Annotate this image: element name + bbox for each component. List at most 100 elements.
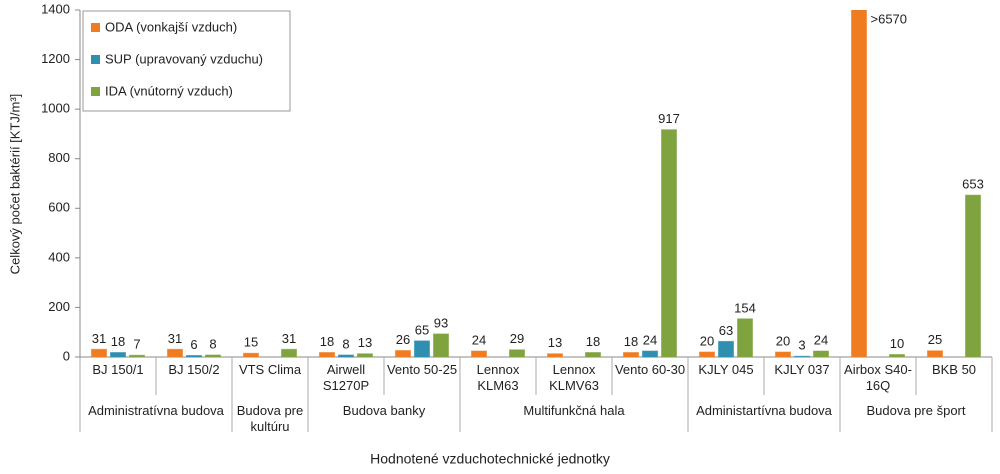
group-label: Administratívna budova xyxy=(88,403,224,418)
bar xyxy=(642,350,658,358)
x-tick-label: Lennox KLMV63 xyxy=(549,362,599,393)
data-label: 18 xyxy=(586,334,600,349)
bar xyxy=(775,351,791,358)
bar xyxy=(471,350,487,358)
bar xyxy=(319,352,335,358)
data-label: 6 xyxy=(190,337,197,352)
x-axis-title: Hodnotené vzduchotechnické jednotky xyxy=(370,451,610,467)
data-label: 917 xyxy=(658,111,680,126)
bar xyxy=(167,348,183,358)
plot-area xyxy=(91,10,981,358)
bar xyxy=(281,348,297,358)
data-label: 154 xyxy=(734,300,756,315)
bar xyxy=(129,354,145,358)
data-label: 18 xyxy=(111,334,125,349)
bar xyxy=(91,348,107,358)
data-label: 24 xyxy=(814,332,828,347)
y-tick-label: 600 xyxy=(48,200,70,215)
data-label: 93 xyxy=(434,315,448,330)
data-label: 15 xyxy=(244,335,258,350)
group-label: Budova banky xyxy=(342,403,426,418)
bar xyxy=(243,352,259,358)
bar xyxy=(186,355,202,358)
legend-label: SUP (upravovaný vzduchu) xyxy=(105,51,263,66)
bar xyxy=(338,354,354,358)
x-tick-label: Airwell S1270P xyxy=(322,362,370,393)
legend-label: IDA (vnútorný vzduch) xyxy=(105,83,233,98)
group-label: Budova pre šport xyxy=(866,403,966,418)
data-label: 8 xyxy=(342,336,349,351)
x-tick-label: KJLY 037 xyxy=(774,362,830,377)
data-label: 7 xyxy=(133,337,140,352)
legend-swatch xyxy=(91,23,100,32)
y-tick-label: 400 xyxy=(48,249,70,264)
bar xyxy=(110,352,126,358)
y-axis-title: Celkový počet baktérií [KTJ/m³] xyxy=(7,94,22,275)
data-label: 24 xyxy=(643,332,657,347)
group-label: Budova pre kultúru xyxy=(236,403,304,434)
y-tick-label: 200 xyxy=(48,299,70,314)
data-label: >6570 xyxy=(871,11,908,26)
data-label: 25 xyxy=(928,332,942,347)
data-label: 29 xyxy=(510,331,524,346)
bar xyxy=(509,349,525,358)
group-label: Administartívna budova xyxy=(696,403,832,418)
legend-swatch xyxy=(91,55,100,64)
data-label: 31 xyxy=(282,331,296,346)
bar xyxy=(927,350,943,358)
data-label: 653 xyxy=(962,177,984,192)
bar xyxy=(414,340,430,358)
data-label: 18 xyxy=(320,334,334,349)
bar xyxy=(433,333,449,358)
x-tick-label: Vento 50-25 xyxy=(386,362,458,377)
y-tick-label: 0 xyxy=(63,348,70,363)
x-tick-label: BKB 50 xyxy=(931,362,977,377)
data-label: 13 xyxy=(548,335,562,350)
legend-swatch xyxy=(91,87,100,96)
bar xyxy=(585,352,601,358)
x-tick-label: BJ 150/1 xyxy=(92,362,144,377)
legend-label: ODA (vonkajší vzduch) xyxy=(105,19,237,34)
bar xyxy=(965,194,981,358)
data-label: 18 xyxy=(624,334,638,349)
data-label: 10 xyxy=(890,336,904,351)
y-tick-label: 800 xyxy=(48,150,70,165)
bar xyxy=(623,352,639,358)
x-tick-label: Airbox S40-16Q xyxy=(844,362,912,393)
y-tick-label: 1000 xyxy=(41,101,70,116)
x-tick-label: BJ 150/2 xyxy=(168,362,220,377)
data-label: 31 xyxy=(92,331,106,346)
data-label: 8 xyxy=(209,336,216,351)
bar xyxy=(699,351,715,358)
group-label: Multifunkčná hala xyxy=(523,403,625,418)
data-label: 24 xyxy=(472,332,486,347)
y-tick-label: 1200 xyxy=(41,51,70,66)
bar xyxy=(395,350,411,358)
bar xyxy=(737,318,753,358)
y-tick-label: 1400 xyxy=(41,1,70,16)
x-tick-label: KJLY 045 xyxy=(698,362,754,377)
bar xyxy=(851,10,867,358)
bar xyxy=(205,354,221,358)
data-label: 20 xyxy=(776,333,790,348)
data-label: 13 xyxy=(358,335,372,350)
x-tick-label: Vento 60-30 xyxy=(614,362,686,377)
bar xyxy=(547,353,563,358)
data-label: 65 xyxy=(415,322,429,337)
bar xyxy=(889,354,905,358)
data-label: 20 xyxy=(700,333,714,348)
legend-box xyxy=(82,10,291,112)
data-label: 26 xyxy=(396,332,410,347)
bar xyxy=(661,129,677,358)
bar xyxy=(718,340,734,358)
data-label: 63 xyxy=(719,323,733,338)
data-label: 3 xyxy=(798,338,805,353)
bar xyxy=(357,353,373,358)
bar xyxy=(794,355,810,358)
data-label: 31 xyxy=(168,331,182,346)
x-tick-label: VTS Clima xyxy=(238,362,302,377)
bar xyxy=(813,350,829,358)
x-tick-label: Lennox KLM63 xyxy=(476,362,520,393)
